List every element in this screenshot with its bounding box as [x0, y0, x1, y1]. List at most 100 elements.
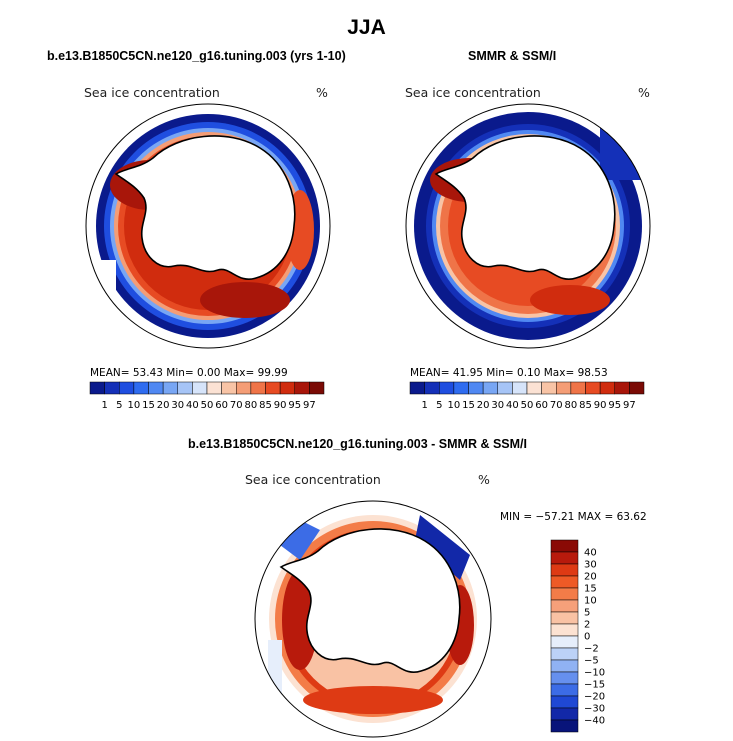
- model-colorbar-box-12: [265, 381, 281, 395]
- model-colorbar-box-2: [119, 381, 135, 395]
- model-colorbar-label-11: 85: [259, 400, 272, 411]
- diff-subtitle-left: Sea ice concentration: [245, 472, 381, 487]
- diff-colorbar-box-8: [550, 635, 579, 649]
- diff-colorbar-label-1: 30: [584, 560, 597, 571]
- diff-colorbar-label-9: −5: [584, 656, 599, 667]
- model-colorbar-label-8: 60: [215, 400, 228, 411]
- obs-map: [405, 103, 651, 349]
- obs-colorbar-box-5: [482, 381, 498, 395]
- obs-subtitle-left: Sea ice concentration: [405, 85, 541, 100]
- model-colorbar-box-13: [279, 381, 295, 395]
- diff-colorbar-label-6: 2: [584, 620, 590, 631]
- model-colorbar-label-6: 40: [186, 400, 199, 411]
- diff-colorbar-box-11: [550, 671, 579, 685]
- obs-colorbar-box-12: [585, 381, 601, 395]
- model-colorbar-label-13: 95: [288, 400, 301, 411]
- obs-colorbar-box-2: [439, 381, 455, 395]
- obs-colorbar-label-12: 90: [594, 400, 607, 411]
- diff-subtitle-right: %: [478, 472, 490, 487]
- obs-colorbar-box-10: [556, 381, 572, 395]
- obs-colorbar-label-8: 60: [535, 400, 548, 411]
- obs-colorbar-label-2: 10: [448, 400, 461, 411]
- obs-colorbar-box-1: [424, 381, 440, 395]
- diff-colorbar-label-0: 40: [584, 548, 597, 559]
- diff-colorbar-box-13: [550, 695, 579, 709]
- model-colorbar-label-14: 97: [303, 400, 316, 411]
- figure-title: JJA: [347, 16, 386, 39]
- diff-colorbar-box-10: [550, 659, 579, 673]
- obs-colorbar-label-0: 1: [421, 400, 427, 411]
- diff-colorbar-box-12: [550, 683, 579, 697]
- obs-colorbar-label-9: 70: [550, 400, 563, 411]
- diff-colorbar-label-5: 5: [584, 608, 590, 619]
- model-colorbar-label-12: 90: [274, 400, 287, 411]
- model-colorbar-box-7: [192, 381, 208, 395]
- model-subtitle-right: %: [316, 85, 328, 100]
- obs-colorbar-box-8: [526, 381, 542, 395]
- diff-colorbar-label-12: −20: [584, 692, 605, 703]
- obs-colorbar-box-15: [629, 381, 645, 395]
- model-colorbar-label-7: 50: [201, 400, 214, 411]
- obs-colorbar-box-11: [570, 381, 586, 395]
- obs-colorbar-label-6: 40: [506, 400, 519, 411]
- diff-colorbar-label-14: −40: [584, 716, 605, 727]
- diff-colorbar-box-9: [550, 647, 579, 661]
- model-colorbar-box-1: [104, 381, 120, 395]
- model-colorbar-box-9: [221, 381, 237, 395]
- diff-colorbar-box-3: [550, 575, 579, 589]
- model-colorbar-box-3: [133, 381, 149, 395]
- model-map: [85, 103, 331, 349]
- diff-colorbar-box-15: [550, 719, 579, 733]
- obs-colorbar-label-14: 97: [623, 400, 636, 411]
- obs-panel-title: SMMR & SSM/I: [468, 49, 557, 63]
- diff-colorbar-label-10: −10: [584, 668, 605, 679]
- diff-colorbar-box-6: [550, 611, 579, 625]
- model-colorbar-box-6: [177, 381, 193, 395]
- model-colorbar-box-4: [148, 381, 164, 395]
- model-colorbar-label-1: 5: [116, 400, 122, 411]
- model-colorbar-box-14: [294, 381, 310, 395]
- obs-colorbar-box-14: [614, 381, 630, 395]
- diff-colorbar-label-3: 15: [584, 584, 597, 595]
- diff-colorbar-box-14: [550, 707, 579, 721]
- diff-colorbar-label-11: −15: [584, 680, 605, 691]
- obs-colorbar-box-13: [599, 381, 615, 395]
- obs-subtitle-right: %: [638, 85, 650, 100]
- obs-colorbar: 1 5 10 15 20 30 40 50 60 70 80 85 90 95 97: [409, 381, 645, 411]
- model-colorbar-box-8: [206, 381, 222, 395]
- diff-colorbar-box-2: [550, 563, 579, 577]
- obs-colorbar-label-5: 30: [491, 400, 504, 411]
- diff-colorbar-box-1: [550, 551, 579, 565]
- diff-colorbar-box-5: [550, 599, 579, 613]
- obs-colorbar-label-4: 20: [477, 400, 490, 411]
- model-colorbar-label-4: 20: [157, 400, 170, 411]
- model-colorbar-label-2: 10: [128, 400, 141, 411]
- model-colorbar-box-0: [89, 381, 105, 395]
- model-colorbar-label-10: 80: [245, 400, 258, 411]
- obs-colorbar-box-6: [497, 381, 513, 395]
- obs-colorbar-box-7: [512, 381, 528, 395]
- diff-colorbar-box-7: [550, 623, 579, 637]
- model-panel-title: b.e13.B1850C5CN.ne120_g16.tuning.003 (yr…: [47, 49, 346, 63]
- obs-colorbar-box-0: [409, 381, 425, 395]
- model-subtitle-left: Sea ice concentration: [84, 85, 220, 100]
- model-colorbar-label-5: 30: [171, 400, 184, 411]
- obs-colorbar-box-3: [453, 381, 469, 395]
- diff-map: [254, 500, 492, 738]
- model-colorbar-box-5: [162, 381, 178, 395]
- obs-colorbar-label-7: 50: [521, 400, 534, 411]
- model-colorbar-label-0: 1: [101, 400, 107, 411]
- obs-colorbar-label-10: 80: [565, 400, 578, 411]
- model-colorbar-box-11: [250, 381, 266, 395]
- diff-colorbar-label-4: 10: [584, 596, 597, 607]
- model-colorbar-box-15: [309, 381, 325, 395]
- diff-colorbar-label-13: −30: [584, 704, 605, 715]
- model-colorbar-box-10: [236, 381, 252, 395]
- diff-colorbar-label-2: 20: [584, 572, 597, 583]
- obs-colorbar-label-1: 5: [436, 400, 442, 411]
- obs-colorbar-label-3: 15: [462, 400, 475, 411]
- model-colorbar: 1 5 10 15 20 30 40 50 60 70 80 85 90 95 97: [89, 381, 325, 411]
- obs-stats: MEAN= 41.95 Min= 0.10 Max= 98.53: [410, 367, 608, 379]
